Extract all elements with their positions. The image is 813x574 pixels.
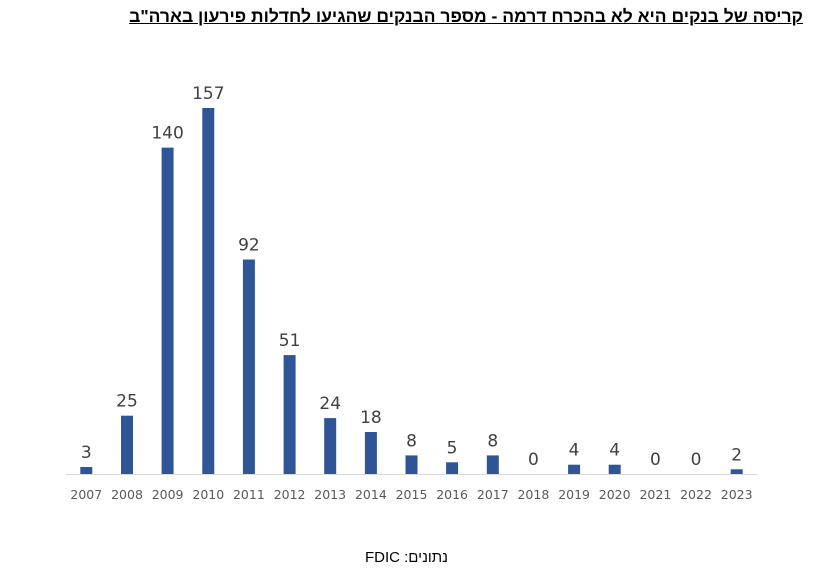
bar-2014 — [364, 432, 377, 474]
bar-2023 — [730, 469, 743, 474]
data-label-2016: 5 — [447, 438, 458, 458]
bar-2011 — [242, 259, 255, 474]
x-tick-label-2022: 2022 — [680, 487, 712, 502]
data-label-2020: 4 — [609, 441, 620, 461]
x-tick-label-2019: 2019 — [558, 487, 590, 502]
data-label-2021: 0 — [650, 450, 661, 470]
data-label-2015: 8 — [406, 431, 417, 451]
x-tick-label-2015: 2015 — [396, 487, 428, 502]
chart-title: קריסה של בנקים היא לא בהכרח דרמה - מספר … — [129, 6, 803, 26]
bar-2013 — [324, 418, 337, 474]
x-tick-label-2016: 2016 — [436, 487, 468, 502]
bar-2020 — [608, 464, 621, 474]
x-tick-label-2011: 2011 — [233, 487, 265, 502]
bar-2008 — [121, 415, 133, 474]
data-label-2009: 140 — [151, 124, 183, 144]
x-tick-label-2009: 2009 — [152, 487, 184, 502]
x-tick-label-2007: 2007 — [70, 487, 102, 502]
data-label-2007: 3 — [81, 443, 92, 463]
bar-chart: 3200725200814020091572010922011512012242… — [66, 84, 757, 502]
bar-2012 — [283, 355, 296, 474]
x-tick-label-2018: 2018 — [517, 487, 549, 502]
source-note: נתונים: FDIC — [364, 549, 449, 566]
x-tick-label-2017: 2017 — [477, 487, 509, 502]
data-label-2018: 0 — [528, 450, 539, 470]
bar-2007 — [80, 467, 93, 474]
x-tick-label-2010: 2010 — [192, 487, 224, 502]
data-label-2011: 92 — [238, 236, 260, 256]
x-tick-label-2021: 2021 — [639, 487, 671, 502]
bar-2017 — [486, 455, 499, 474]
data-label-2013: 24 — [319, 394, 341, 414]
x-tick-label-2008: 2008 — [111, 487, 143, 502]
x-tick-label-2020: 2020 — [599, 487, 631, 502]
x-tick-label-2013: 2013 — [314, 487, 346, 502]
data-label-2008: 25 — [116, 392, 138, 412]
bar-2015 — [405, 455, 418, 474]
bar-2016 — [446, 462, 459, 474]
bar-2010 — [202, 108, 215, 474]
data-label-2022: 0 — [691, 450, 702, 470]
data-label-2023: 2 — [731, 445, 742, 465]
bar-2019 — [568, 464, 581, 474]
x-tick-label-2023: 2023 — [721, 487, 753, 502]
data-label-2012: 51 — [279, 331, 301, 351]
x-tick-label-2014: 2014 — [355, 487, 387, 502]
data-label-2014: 18 — [360, 408, 382, 428]
data-label-2017: 8 — [487, 431, 498, 451]
bar-2009 — [161, 147, 174, 474]
data-label-2010: 157 — [192, 84, 224, 104]
x-tick-label-2012: 2012 — [274, 487, 306, 502]
data-label-2019: 4 — [569, 441, 580, 461]
